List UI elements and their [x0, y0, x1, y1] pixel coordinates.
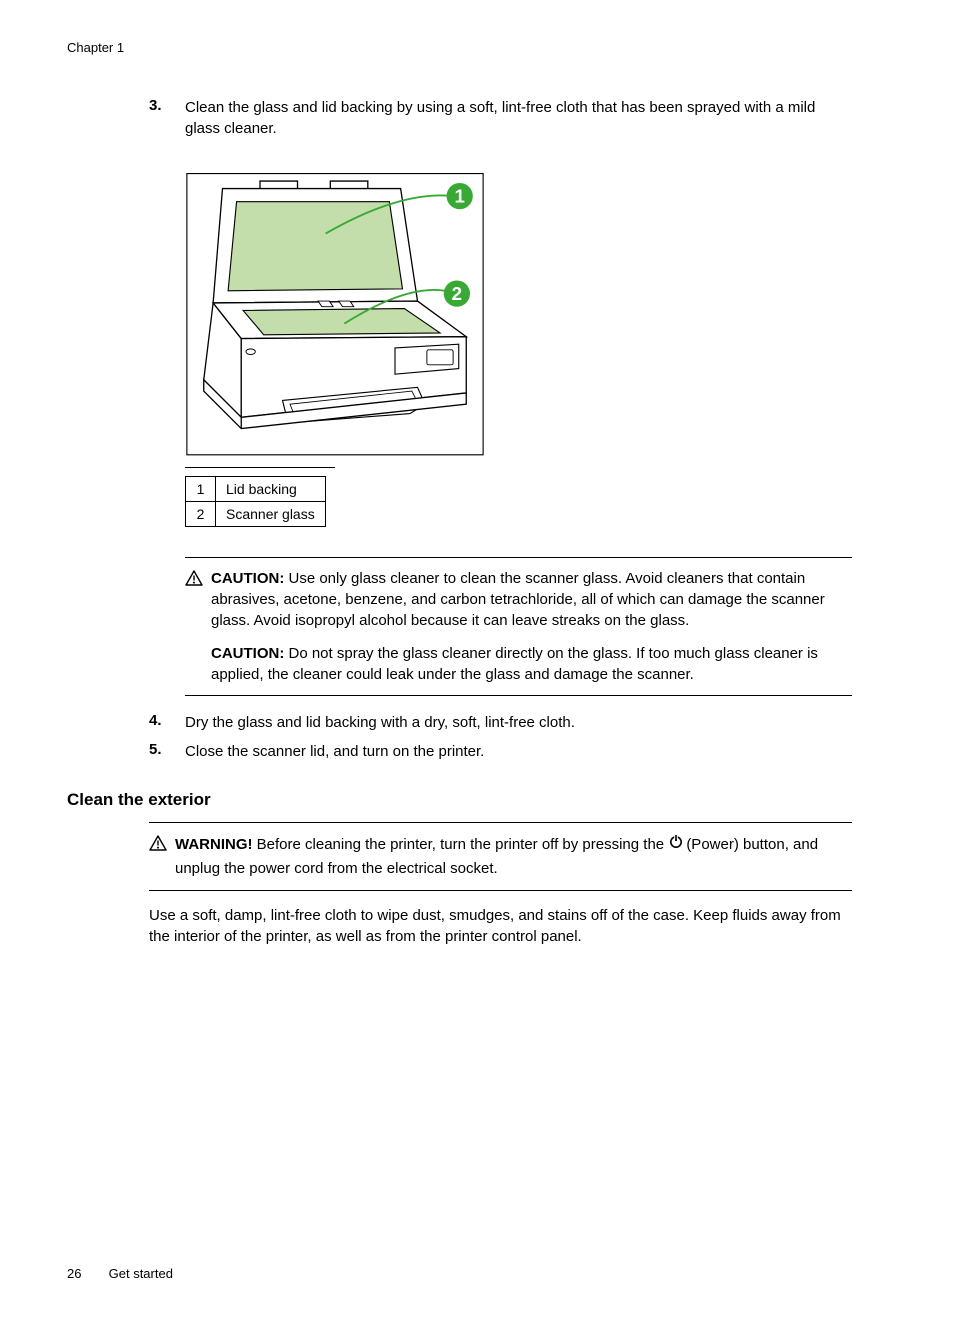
step-4: 4. Dry the glass and lid backing with a …: [149, 712, 852, 733]
content-area: 3. Clean the glass and lid backing by us…: [149, 97, 852, 762]
caution-2: CAUTION: Do not spray the glass cleaner …: [211, 643, 852, 685]
callout-1-number: 1: [454, 186, 464, 207]
warning-text-before: Before cleaning the printer, turn the pr…: [253, 836, 669, 853]
caution-icon: [185, 568, 211, 591]
step-text: Dry the glass and lid backing with a dry…: [185, 712, 852, 733]
legend-label: Scanner glass: [216, 502, 326, 527]
caution-label: CAUTION:: [211, 645, 284, 662]
legend-num: 2: [186, 502, 216, 527]
table-row: 2 Scanner glass: [186, 502, 326, 527]
caution-text: Use only glass cleaner to clean the scan…: [211, 570, 825, 629]
caution-1: CAUTION: Use only glass cleaner to clean…: [185, 568, 852, 631]
warning-body: WARNING! Before cleaning the printer, tu…: [175, 833, 852, 880]
power-icon: [668, 833, 684, 856]
footer-title: Get started: [109, 1266, 173, 1281]
caution-body: CAUTION: Use only glass cleaner to clean…: [211, 568, 852, 631]
table-row: 1 Lid backing: [186, 477, 326, 502]
legend-rule: [185, 467, 335, 468]
page-number: 26: [67, 1266, 105, 1281]
step-number: 5.: [149, 741, 185, 762]
step-number: 3.: [149, 97, 185, 139]
legend-num: 1: [186, 477, 216, 502]
callout-2-number: 2: [452, 283, 462, 304]
caution-text: Do not spray the glass cleaner directly …: [211, 645, 818, 683]
section-heading: Clean the exterior: [67, 790, 887, 810]
step-5: 5. Close the scanner lid, and turn on th…: [149, 741, 852, 762]
step-3: 3. Clean the glass and lid backing by us…: [149, 97, 852, 139]
caution-label: CAUTION:: [211, 570, 284, 587]
step-text: Close the scanner lid, and turn on the p…: [185, 741, 852, 762]
chapter-header: Chapter 1: [67, 40, 887, 55]
lid-group: [213, 181, 417, 303]
legend-table: 1 Lid backing 2 Scanner glass: [185, 476, 326, 527]
printer-diagram: 1 2: [185, 167, 485, 467]
warning-box: WARNING! Before cleaning the printer, tu…: [149, 822, 852, 891]
warning-icon: [149, 833, 175, 856]
warning-label: WARNING!: [175, 836, 253, 853]
step-text: Clean the glass and lid backing by using…: [185, 97, 852, 139]
printer-body-group: [204, 301, 467, 429]
caution-box: CAUTION: Use only glass cleaner to clean…: [185, 557, 852, 696]
printer-figure: 1 2 1 Lid backing 2 Scanner glass: [185, 167, 852, 527]
body-paragraph: Use a soft, damp, lint-free cloth to wip…: [149, 905, 852, 947]
page-footer: 26 Get started: [67, 1266, 173, 1281]
legend-label: Lid backing: [216, 477, 326, 502]
step-number: 4.: [149, 712, 185, 733]
warning-row: WARNING! Before cleaning the printer, tu…: [149, 833, 852, 880]
